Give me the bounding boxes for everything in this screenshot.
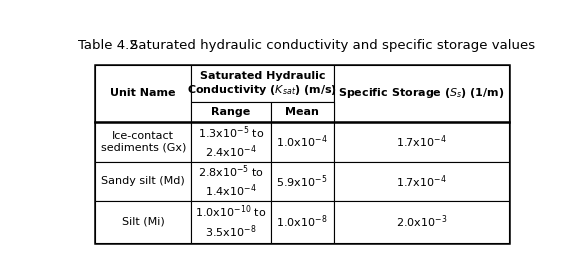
Bar	[191, 102, 271, 122]
Text: 1.3x10$^{-5}$ to
2.4x10$^{-4}$: 1.3x10$^{-5}$ to 2.4x10$^{-4}$	[198, 124, 264, 160]
Bar	[333, 65, 509, 122]
Bar	[333, 122, 509, 162]
Text: Specific Storage ($S_s$) (1/m): Specific Storage ($S_s$) (1/m)	[338, 86, 504, 100]
Text: Saturated Hydraulic
Conductivity ($K_{sat}$) (m/s): Saturated Hydraulic Conductivity ($K_{sa…	[187, 71, 337, 97]
Bar	[271, 122, 333, 162]
Text: Silt (Mi): Silt (Mi)	[122, 217, 165, 227]
Text: Table 4.2: Table 4.2	[78, 39, 137, 52]
Bar	[95, 65, 191, 122]
Bar	[191, 65, 333, 102]
Bar	[191, 122, 271, 162]
Text: 1.0x10$^{-8}$: 1.0x10$^{-8}$	[277, 213, 328, 230]
Text: 1.0x10$^{-4}$: 1.0x10$^{-4}$	[276, 134, 328, 150]
Text: Sandy silt (Md): Sandy silt (Md)	[101, 176, 185, 186]
Bar	[333, 162, 509, 201]
Bar	[95, 122, 191, 162]
Text: Saturated hydraulic conductivity and specific storage values: Saturated hydraulic conductivity and spe…	[131, 39, 536, 52]
Text: Unit Name: Unit Name	[110, 88, 176, 98]
Text: Mean: Mean	[285, 107, 319, 117]
Bar	[333, 201, 509, 243]
Bar	[95, 65, 509, 243]
Bar	[95, 201, 191, 243]
Text: 2.8x10$^{-5}$ to
1.4x10$^{-4}$: 2.8x10$^{-5}$ to 1.4x10$^{-4}$	[198, 163, 264, 199]
Bar	[271, 201, 333, 243]
Text: 1.0x10$^{-10}$ to
3.5x10$^{-8}$: 1.0x10$^{-10}$ to 3.5x10$^{-8}$	[195, 204, 266, 240]
Bar	[271, 102, 333, 122]
Text: Ice-contact
sediments (Gx): Ice-contact sediments (Gx)	[101, 131, 186, 153]
Text: 1.7x10$^{-4}$: 1.7x10$^{-4}$	[396, 173, 446, 189]
Bar	[95, 162, 191, 201]
Bar	[271, 162, 333, 201]
Bar	[191, 162, 271, 201]
Text: 1.7x10$^{-4}$: 1.7x10$^{-4}$	[396, 134, 446, 150]
Bar	[191, 201, 271, 243]
Text: 2.0x10$^{-3}$: 2.0x10$^{-3}$	[396, 213, 447, 230]
Text: Range: Range	[211, 107, 250, 117]
Text: 5.9x10$^{-5}$: 5.9x10$^{-5}$	[277, 173, 328, 189]
